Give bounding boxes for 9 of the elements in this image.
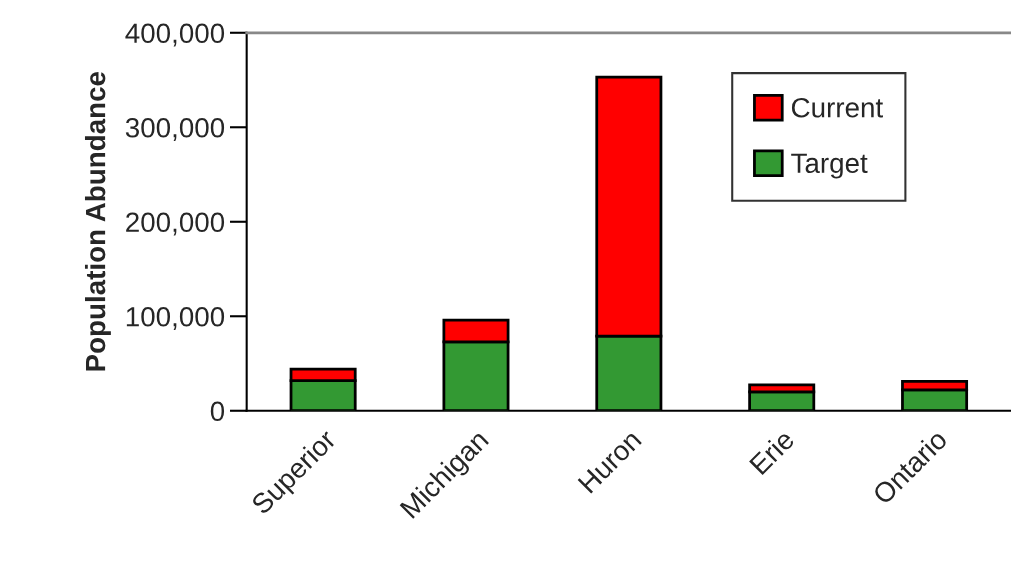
legend-label: Current: [791, 97, 883, 118]
y-tick-label: 0: [210, 401, 225, 422]
x-tick-label: Erie: [748, 428, 796, 476]
y-tick-label: 100,000: [126, 306, 225, 330]
legend-label: Target: [791, 153, 868, 179]
y-axis-title: Population Abundance: [84, 71, 111, 371]
y-tick-label: 400,000: [125, 23, 225, 47]
y-tick-label: 200,000: [126, 212, 225, 236]
y-tick-label: 300,000: [125, 117, 225, 141]
